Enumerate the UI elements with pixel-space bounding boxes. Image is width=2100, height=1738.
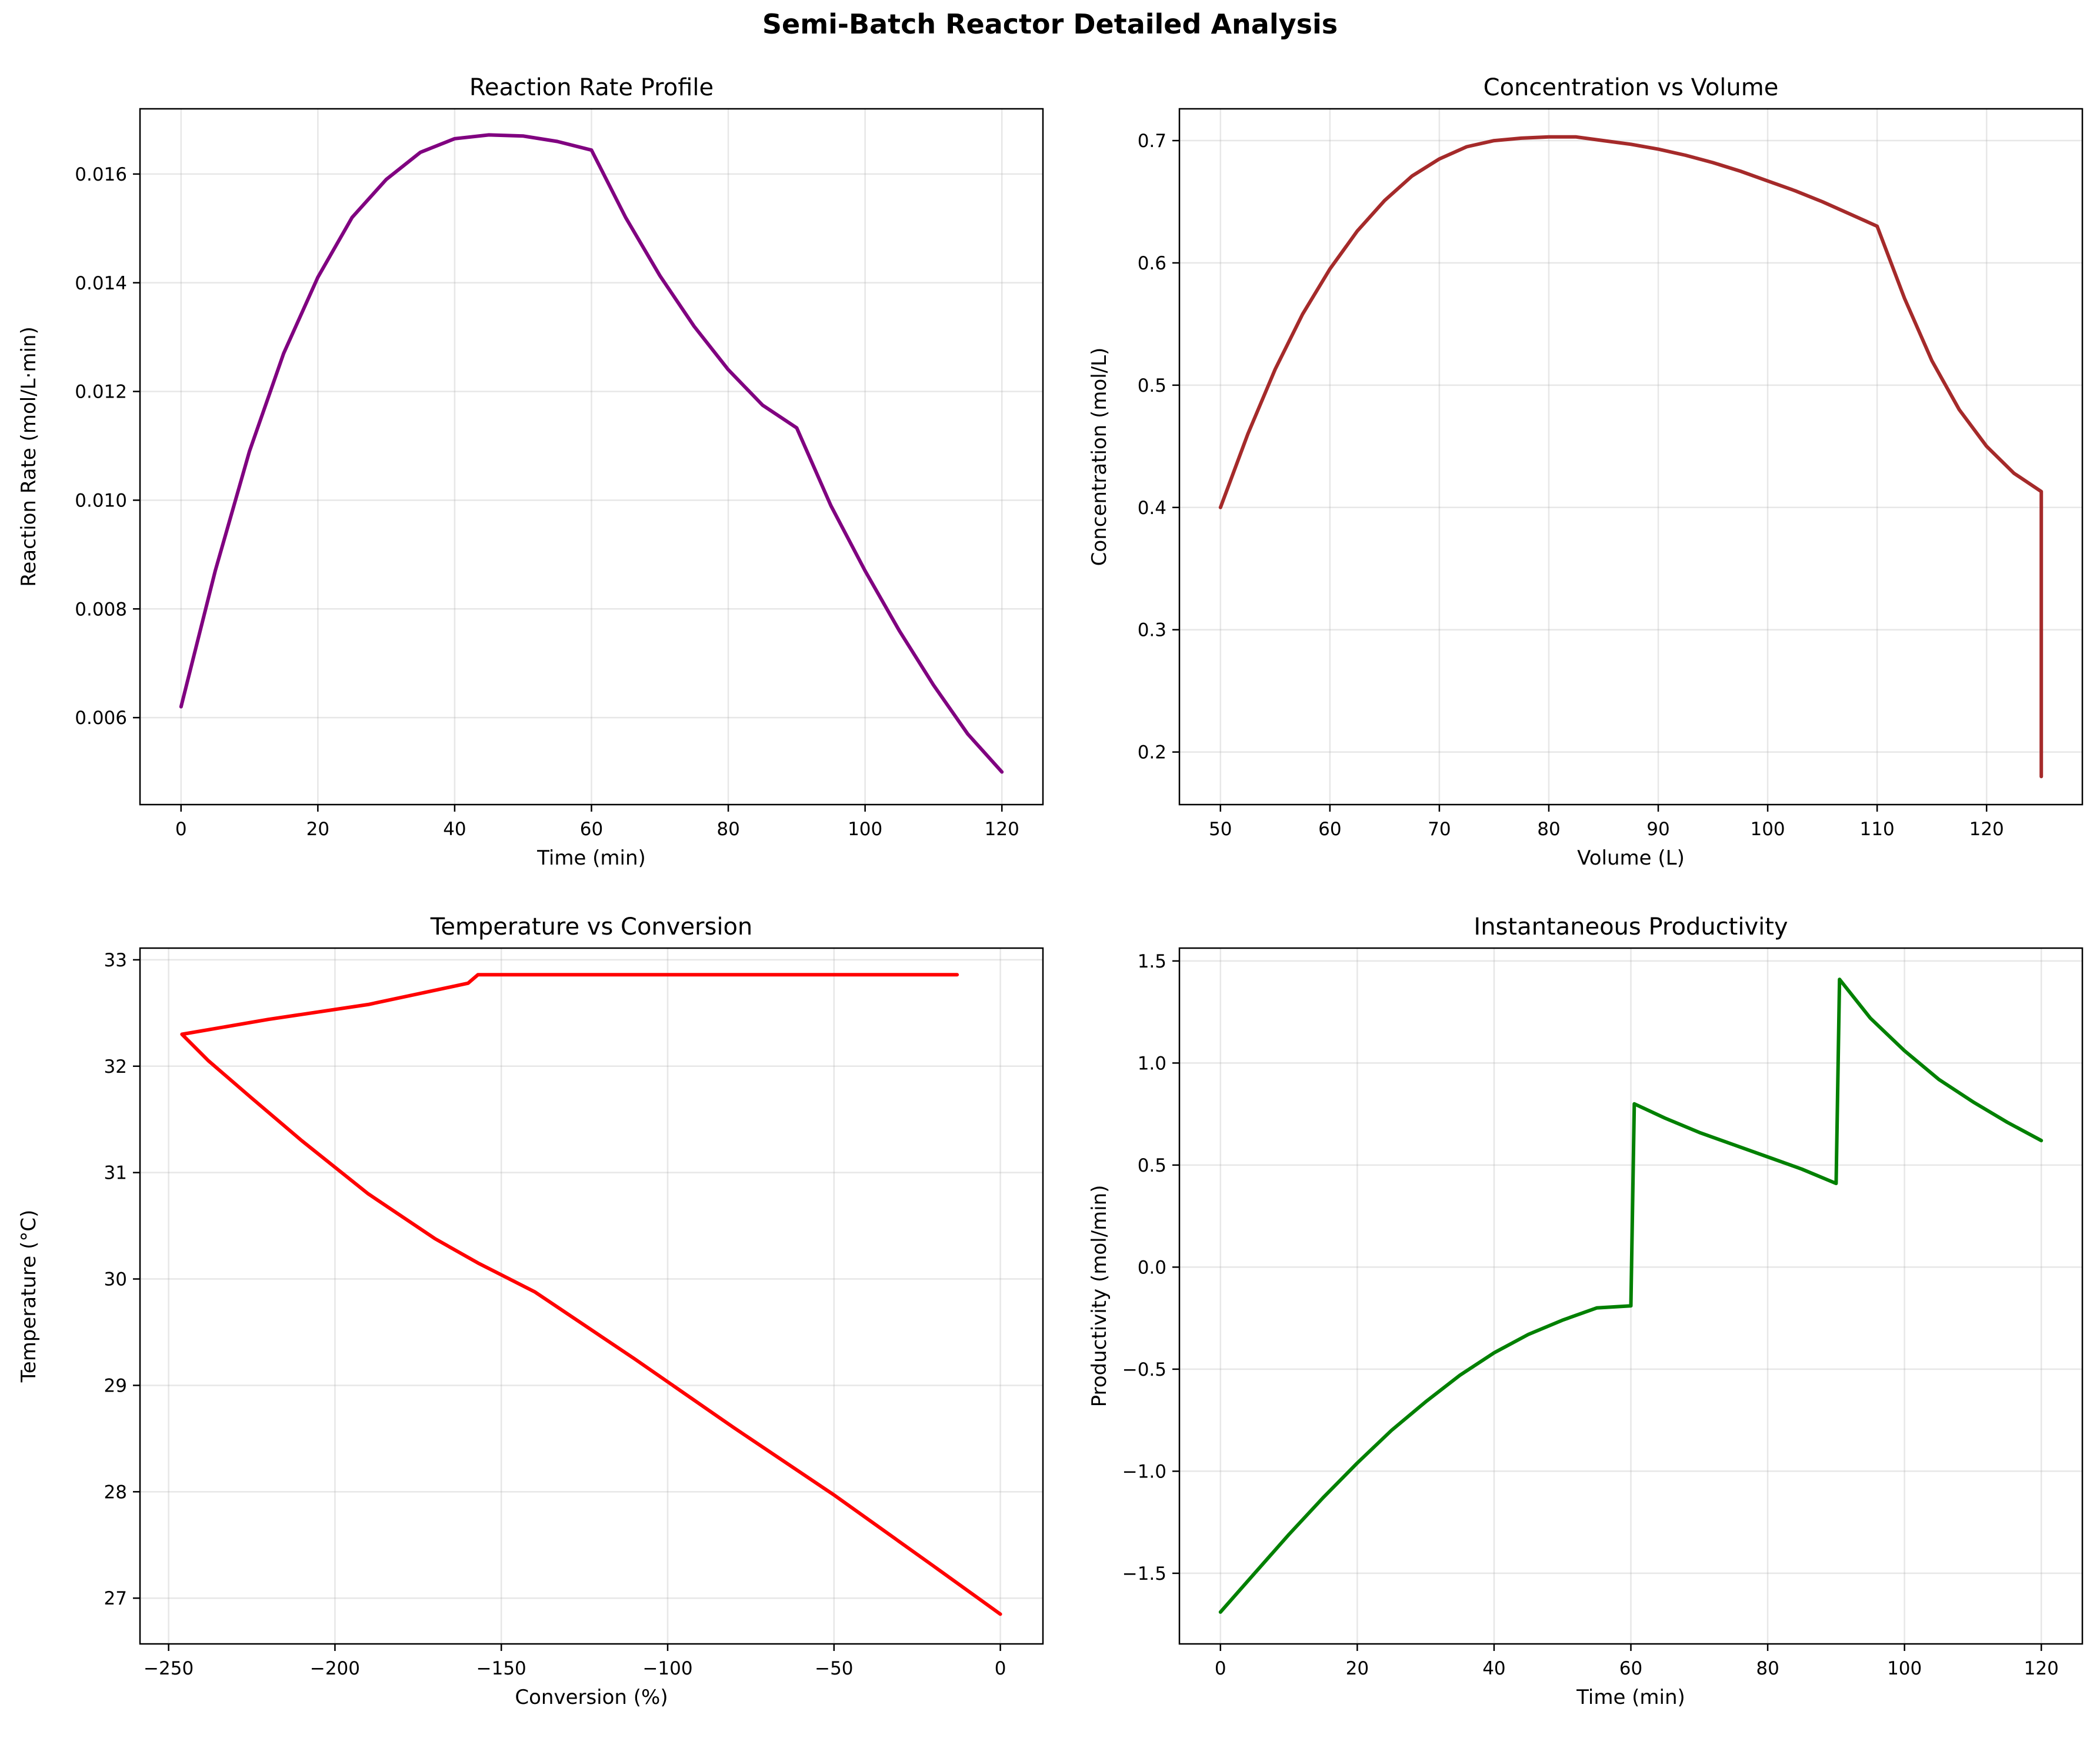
y-tick-label: 0.5 bbox=[1138, 375, 1166, 396]
x-tick-label: −150 bbox=[476, 1658, 526, 1679]
x-tick-label: −100 bbox=[642, 1658, 692, 1679]
x-tick-label: 0 bbox=[995, 1658, 1006, 1679]
y-tick-label: 0.008 bbox=[75, 599, 127, 620]
y-tick-label: −0.5 bbox=[1122, 1359, 1166, 1380]
x-axis-label: Volume (L) bbox=[1577, 846, 1685, 870]
y-tick-label: 0.012 bbox=[75, 382, 127, 403]
y-tick-label: 0.016 bbox=[75, 164, 127, 185]
y-tick-label: 0.006 bbox=[75, 708, 127, 729]
series-line bbox=[180, 973, 1002, 1616]
subplot-title: Temperature vs Conversion bbox=[430, 913, 753, 940]
x-tick-label: 120 bbox=[985, 819, 1019, 840]
x-tick-label: 20 bbox=[1346, 1658, 1369, 1679]
series-line bbox=[1218, 978, 2044, 1614]
y-tick-label: 0.010 bbox=[75, 490, 127, 511]
x-tick-label: 40 bbox=[1482, 1658, 1505, 1679]
x-tick-label: 0 bbox=[1215, 1658, 1226, 1679]
series-line bbox=[1218, 135, 2044, 779]
subplot-1: 0 20 40 60 80 100 120 0.006 0.008 0.010 0.012 0.014… bbox=[17, 74, 1044, 870]
subplot-4: 0 20 40 60 80 100 120 −1.5 −1.0 −0.5 0.0 0.5 1.0 1.5 I… bbox=[1088, 913, 2084, 1709]
x-tick-label: 100 bbox=[1750, 819, 1785, 840]
x-tick-label: 100 bbox=[1887, 1658, 1922, 1679]
subplot-title: Reaction Rate Profile bbox=[469, 74, 714, 101]
x-tick-label: 0 bbox=[175, 819, 187, 840]
x-tick-label: 60 bbox=[580, 819, 603, 840]
y-tick-label: 27 bbox=[104, 1588, 127, 1609]
x-tick-label: 120 bbox=[1969, 819, 2004, 840]
x-tick-label: 60 bbox=[1318, 819, 1341, 840]
x-tick-label: 80 bbox=[716, 819, 739, 840]
y-axis-label: Productivity (mol/min) bbox=[1088, 1185, 1111, 1407]
y-tick-label: 0.4 bbox=[1138, 498, 1166, 519]
x-tick-label: 100 bbox=[848, 819, 882, 840]
x-tick-label: 60 bbox=[1619, 1658, 1642, 1679]
y-tick-label: 1.5 bbox=[1138, 951, 1166, 972]
x-tick-label: −50 bbox=[815, 1658, 853, 1679]
y-tick-label: 0.2 bbox=[1138, 742, 1166, 763]
y-tick-label: 31 bbox=[104, 1163, 127, 1184]
y-tick-label: −1.0 bbox=[1122, 1461, 1166, 1482]
x-tick-label: 80 bbox=[1537, 819, 1560, 840]
y-axis-label: Reaction Rate (mol/L·min) bbox=[17, 326, 41, 586]
x-tick-label: 120 bbox=[2024, 1658, 2059, 1679]
subplot-2: 50 60 70 80 90 100 110 120 0.2 0.3 0.4 0.5 0.6 0.7 Con… bbox=[1088, 74, 2084, 870]
x-axis-label: Conversion (%) bbox=[515, 1686, 668, 1709]
plot-frame bbox=[139, 947, 1044, 1645]
y-tick-label: 32 bbox=[104, 1056, 127, 1078]
x-tick-label: 90 bbox=[1646, 819, 1669, 840]
y-tick-label: −1.5 bbox=[1122, 1563, 1166, 1584]
x-tick-label: 20 bbox=[306, 819, 329, 840]
y-tick-label: 1.0 bbox=[1138, 1053, 1166, 1074]
y-tick-label: 28 bbox=[104, 1482, 127, 1503]
y-tick-label: 0.7 bbox=[1138, 131, 1166, 152]
y-axis-label: Temperature (°C) bbox=[17, 1210, 41, 1383]
x-tick-label: −250 bbox=[144, 1658, 194, 1679]
x-tick-label: −200 bbox=[310, 1658, 360, 1679]
plot-frame bbox=[1178, 108, 2084, 806]
y-tick-label: 33 bbox=[104, 950, 127, 971]
y-tick-label: 0.6 bbox=[1138, 253, 1166, 274]
x-tick-label: 80 bbox=[1756, 1658, 1779, 1679]
y-tick-label: 30 bbox=[104, 1269, 127, 1290]
subplot-3: −250 −200 −150 −100 −50 0 27 28 29 30 31 32 33 Temper… bbox=[17, 913, 1044, 1709]
subplot-title: Instantaneous Productivity bbox=[1474, 913, 1788, 940]
subplot-title: Concentration vs Volume bbox=[1484, 74, 1779, 101]
y-tick-label: 0.5 bbox=[1138, 1155, 1166, 1176]
figure-title: Semi-Batch Reactor Detailed Analysis bbox=[762, 8, 1338, 40]
x-tick-label: 40 bbox=[443, 819, 466, 840]
y-tick-label: 0.014 bbox=[75, 273, 127, 294]
x-tick-label: 50 bbox=[1209, 819, 1232, 840]
x-axis-label: Time (min) bbox=[536, 846, 646, 870]
x-tick-label: 70 bbox=[1428, 819, 1451, 840]
y-tick-label: 0.0 bbox=[1138, 1257, 1166, 1278]
y-tick-label: 0.3 bbox=[1138, 620, 1166, 641]
x-axis-label: Time (min) bbox=[1576, 1686, 1685, 1709]
x-tick-label: 110 bbox=[1860, 819, 1895, 840]
y-tick-label: 29 bbox=[104, 1375, 127, 1396]
y-axis-label: Concentration (mol/L) bbox=[1088, 348, 1111, 566]
series-line bbox=[179, 133, 1004, 774]
